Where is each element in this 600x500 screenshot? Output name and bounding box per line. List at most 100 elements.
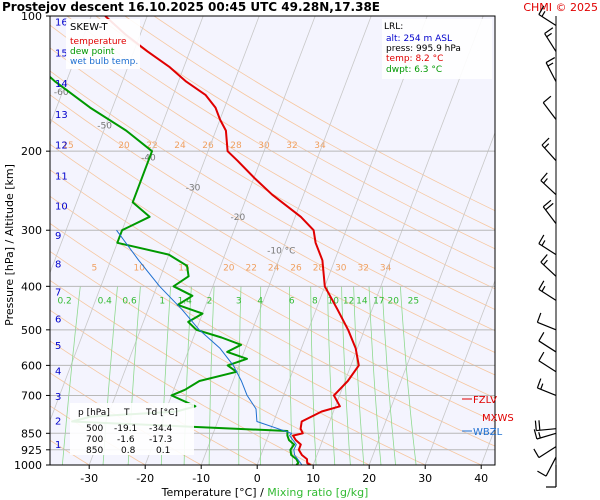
altitude-tick-label: 6 xyxy=(55,315,61,326)
pressure-tick-label: 600 xyxy=(21,359,42,372)
wind-barb-staff xyxy=(545,62,557,82)
dry-adiabat-line xyxy=(124,16,495,230)
mixing-ratio-label: 0.4 xyxy=(98,297,113,307)
mixing-ratio-label: 25 xyxy=(408,297,419,307)
table-cell: -19.1 xyxy=(114,424,137,434)
wind-barb-flag xyxy=(538,234,545,244)
wind-barb xyxy=(542,95,557,120)
altitude-tick-label: 4 xyxy=(55,367,61,378)
wind-barb-flag xyxy=(540,383,544,390)
mixing-ratio-label: 8 xyxy=(312,297,318,307)
table-cell: -17.3 xyxy=(149,435,172,445)
wind-barb-staff xyxy=(544,33,557,52)
wind-barb xyxy=(536,378,557,397)
wind-barb-staff xyxy=(538,360,557,373)
mixing-ratio-label: 0.2 xyxy=(57,297,71,307)
x-axis-title-separator: / xyxy=(257,486,268,499)
isotherm-label: -10 °C xyxy=(267,246,295,256)
adiabat-label: 34 xyxy=(314,141,326,151)
adiabat-label: 5 xyxy=(92,264,98,274)
altitude-tick-label: 7 xyxy=(55,287,61,298)
wind-barb xyxy=(541,137,557,162)
adiabat-label: 10 xyxy=(133,264,145,274)
wind-barb-flag xyxy=(541,10,546,17)
wind-barb-flag xyxy=(538,351,545,362)
isotherm-line xyxy=(144,16,316,465)
legend-item-temperature: temperature xyxy=(70,37,127,47)
legend-item-wet-bulb: wet bulb temp. xyxy=(70,57,138,67)
adiabat-label: 22 xyxy=(146,141,157,151)
isotherm-label: -70 xyxy=(10,57,25,67)
x-axis-title-temperature: Temperature [°C] xyxy=(161,486,257,499)
wind-barb xyxy=(533,446,557,459)
wind-barb-flag xyxy=(536,312,542,323)
wind-barb-flag xyxy=(540,172,548,181)
wind-barb-flag xyxy=(544,27,554,35)
dry-adiabat-line xyxy=(153,16,495,212)
mixing-ratio-label: 20 xyxy=(387,297,399,307)
wind-barb-flag xyxy=(538,432,541,439)
altitude-tick-label: 1 xyxy=(55,440,61,451)
lrl-box: LRL: alt: 254 m ASL press: 995.9 hPa tem… xyxy=(382,19,492,79)
wind-barb-staff xyxy=(538,243,557,256)
level-markers: FZLV MXWS WBZL xyxy=(462,395,514,438)
dry-adiabat-line xyxy=(50,143,495,399)
temperature-tick-label: 20 xyxy=(362,472,376,485)
adiabat-label: 26 xyxy=(290,264,302,274)
altitude-tick-label: 14 xyxy=(55,79,68,90)
wind-barb-flag xyxy=(545,202,554,211)
wind-barb xyxy=(538,280,557,301)
adiabat-label: 28 xyxy=(313,264,325,274)
table-cell: -1.6 xyxy=(117,435,135,445)
altitude-tick-label: 12 xyxy=(55,141,68,152)
plot-area xyxy=(49,15,496,466)
pressure-tick-label: 400 xyxy=(21,280,42,293)
adiabat-label: 34 xyxy=(380,264,392,274)
wind-barb-flag xyxy=(544,143,550,149)
adiabat-label: 20 xyxy=(118,141,130,151)
temperature-tick-label: 0 xyxy=(254,472,261,485)
isotherm-label: -20 xyxy=(231,213,246,223)
adiabat-label: 30 xyxy=(258,141,270,151)
wind-barb xyxy=(538,331,557,353)
wind-barb-flag xyxy=(542,199,552,208)
altitude-tick-label: 10 xyxy=(55,202,68,213)
table-header-p: p [hPa] xyxy=(78,408,110,418)
wind-barb xyxy=(545,57,557,82)
table-cell: 500 xyxy=(86,424,103,434)
wind-barb-staff xyxy=(537,387,557,397)
profiles-layer xyxy=(50,16,360,465)
lrl-dwpt: dwpt: 6.3 °C xyxy=(386,65,442,75)
pressure-axis: 100 200 300 400 500 600 700 850 925 1000 xyxy=(14,10,50,472)
wind-barb-flag xyxy=(541,285,546,292)
wind-barbs-column xyxy=(533,5,557,488)
mixing-ratio-label: 12 xyxy=(343,297,354,307)
altitude-tick-label: 9 xyxy=(55,231,61,242)
temperature-tick-label: -10 xyxy=(192,472,210,485)
temperature-line xyxy=(104,16,360,465)
altitude-tick-label: 16 xyxy=(55,18,68,29)
wind-barb xyxy=(540,254,557,277)
mixing-ratio-label: 3 xyxy=(236,297,242,307)
isotherm-line xyxy=(88,16,260,465)
wind-barb-staff xyxy=(542,206,557,224)
mixing-ratio-label: 17 xyxy=(373,297,384,307)
dry-adiabat-line xyxy=(95,16,495,250)
isotherm-line xyxy=(312,16,484,465)
y-axis-title: Pressure [hPa] / Altitude [km] xyxy=(3,164,16,326)
wind-barb-flag xyxy=(547,62,554,67)
wind-barb-staff xyxy=(538,446,557,459)
dry-adiabat-line xyxy=(50,24,495,290)
altitude-tick-label: 2 xyxy=(55,416,61,427)
wind-barb-staff xyxy=(536,432,557,440)
wind-barb xyxy=(536,312,557,331)
wind-barb xyxy=(538,234,557,256)
level-summary-table: p [hPa] T Td [°C] 500 -19.1 -34.4 700 -1… xyxy=(70,403,194,456)
altitude-tick-label: 3 xyxy=(55,392,61,403)
temperature-tick-label: -30 xyxy=(80,472,98,485)
altitude-tick-label: 5 xyxy=(55,341,61,352)
wind-barb-flag xyxy=(540,254,548,263)
pressure-tick-label: 925 xyxy=(21,444,42,457)
mixing-ratio-label: 0.6 xyxy=(122,297,137,307)
